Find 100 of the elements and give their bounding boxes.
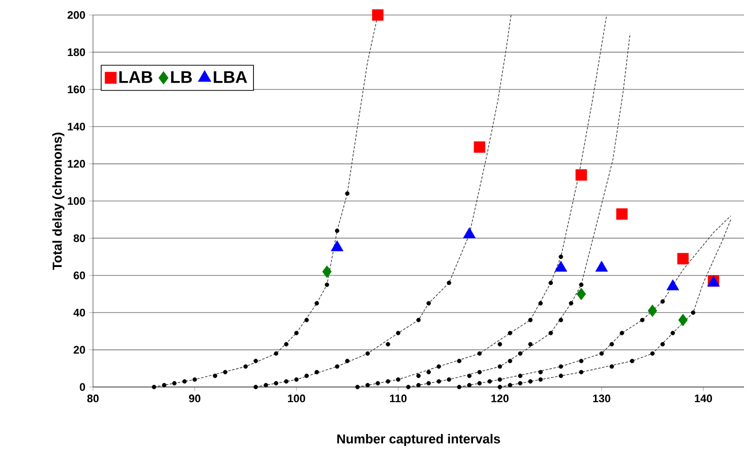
point — [345, 358, 350, 364]
x-tick-label: 80 — [87, 394, 99, 402]
legend-label: LAB — [119, 71, 152, 83]
point — [254, 358, 258, 364]
point — [274, 381, 278, 386]
point — [610, 364, 614, 369]
point — [576, 288, 586, 300]
point — [579, 282, 584, 287]
point — [324, 282, 330, 287]
point — [426, 301, 431, 306]
point — [660, 299, 665, 304]
point — [345, 191, 350, 196]
x-tick-label: 120 — [491, 394, 509, 402]
point — [538, 377, 543, 382]
point — [386, 342, 390, 346]
point — [372, 9, 384, 21]
point — [334, 228, 340, 233]
point — [518, 381, 522, 386]
point — [322, 265, 332, 278]
point — [477, 370, 482, 374]
point — [568, 301, 574, 306]
point — [579, 370, 584, 374]
point — [498, 377, 502, 382]
y-tick-label: 140 — [68, 122, 86, 130]
y-tick-label: 180 — [68, 48, 86, 56]
point — [528, 342, 533, 346]
point — [416, 374, 421, 378]
x-tick-label: 140 — [694, 394, 712, 402]
point — [152, 384, 156, 390]
point — [558, 374, 564, 378]
point — [670, 330, 675, 336]
point — [243, 364, 248, 369]
point — [376, 381, 380, 386]
x-tick-label: 130 — [593, 394, 610, 402]
point — [172, 381, 177, 386]
point — [677, 252, 689, 264]
point — [528, 379, 533, 384]
point — [467, 374, 472, 378]
y-tick-label: 60 — [74, 272, 86, 280]
point — [474, 141, 486, 153]
point — [314, 301, 319, 306]
point — [477, 351, 482, 356]
y-tick-label: 80 — [74, 234, 86, 242]
point — [212, 374, 218, 378]
point — [192, 377, 197, 382]
point — [660, 342, 665, 346]
y-tick-label: 0 — [80, 383, 86, 391]
point — [610, 342, 614, 346]
point — [599, 351, 604, 356]
point — [396, 330, 400, 336]
point — [334, 364, 340, 369]
point — [498, 364, 502, 369]
point — [304, 318, 309, 322]
point — [223, 370, 228, 374]
y-tick-label: 100 — [68, 197, 86, 205]
point — [365, 351, 370, 356]
point — [294, 330, 299, 336]
point — [690, 310, 696, 315]
y-tick-label: 120 — [68, 160, 86, 168]
point — [284, 379, 288, 384]
point — [640, 318, 644, 322]
point — [436, 364, 442, 369]
point — [528, 318, 533, 322]
point — [620, 330, 624, 336]
point — [508, 358, 512, 364]
point — [538, 301, 543, 306]
x-tick-label: 110 — [390, 394, 407, 402]
point — [284, 342, 288, 346]
x-axis-title: Number captured intervals — [337, 434, 500, 446]
point — [294, 377, 299, 382]
point — [446, 280, 452, 286]
y-axis-title: Total delay (chronons) — [52, 132, 64, 270]
point — [518, 374, 522, 378]
y-tick-label: 40 — [73, 308, 86, 316]
y-tick-label: 160 — [68, 86, 86, 94]
point — [477, 381, 482, 386]
point — [558, 364, 564, 369]
point — [274, 351, 278, 356]
point — [579, 358, 584, 364]
point — [508, 382, 512, 388]
point — [182, 379, 187, 384]
point — [314, 370, 319, 374]
point — [386, 379, 390, 384]
legend-label: LB — [171, 71, 192, 83]
point — [548, 280, 553, 286]
point — [467, 382, 472, 388]
point — [355, 384, 360, 390]
point — [426, 370, 431, 374]
point — [304, 374, 309, 378]
y-tick-label: 20 — [74, 346, 86, 354]
point — [678, 314, 688, 326]
point — [558, 318, 564, 322]
point — [416, 382, 421, 388]
point — [650, 351, 655, 356]
legend-label: LBA — [214, 71, 248, 83]
point — [558, 254, 564, 259]
point — [630, 358, 634, 364]
point — [648, 304, 658, 317]
point — [416, 318, 421, 322]
point — [576, 169, 587, 181]
